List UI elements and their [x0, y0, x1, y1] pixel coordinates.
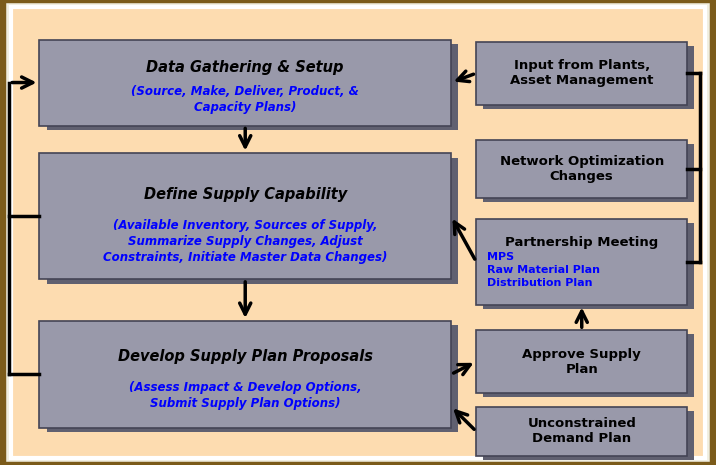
Text: Data Gathering & Setup: Data Gathering & Setup	[147, 60, 344, 75]
Text: (Source, Make, Deliver, Product, &
Capacity Plans): (Source, Make, Deliver, Product, & Capac…	[131, 85, 359, 114]
Text: Define Supply Capability: Define Supply Capability	[144, 187, 347, 202]
Text: Network Optimization
Changes: Network Optimization Changes	[500, 154, 664, 183]
Bar	[39, 321, 451, 428]
Bar	[483, 144, 694, 202]
Text: (Assess Impact & Develop Options,
Submit Supply Plan Options): (Assess Impact & Develop Options, Submit…	[129, 381, 362, 410]
Bar	[483, 46, 694, 109]
Bar	[483, 411, 694, 460]
Bar	[476, 407, 687, 456]
Bar	[476, 140, 687, 198]
Bar	[476, 219, 687, 305]
Bar	[483, 334, 694, 397]
Bar	[476, 42, 687, 105]
Text: Partnership Meeting: Partnership Meeting	[505, 236, 659, 249]
Bar	[483, 223, 694, 309]
Text: (Available Inventory, Sources of Supply,
Summarize Supply Changes, Adjust
Constr: (Available Inventory, Sources of Supply,…	[103, 219, 387, 264]
Text: MPS
Raw Material Plan
Distribution Plan: MPS Raw Material Plan Distribution Plan	[487, 252, 600, 288]
Text: Unconstrained
Demand Plan: Unconstrained Demand Plan	[527, 417, 637, 445]
Bar	[47, 326, 458, 432]
Text: Develop Supply Plan Proposals: Develop Supply Plan Proposals	[117, 349, 373, 364]
Text: Input from Plants,
Asset Management: Input from Plants, Asset Management	[510, 59, 654, 87]
Bar	[47, 158, 458, 284]
Bar	[39, 153, 451, 279]
Bar	[476, 330, 687, 393]
Bar	[47, 44, 458, 130]
FancyBboxPatch shape	[9, 6, 707, 459]
Text: Approve Supply
Plan: Approve Supply Plan	[523, 347, 641, 376]
Bar	[39, 40, 451, 126]
